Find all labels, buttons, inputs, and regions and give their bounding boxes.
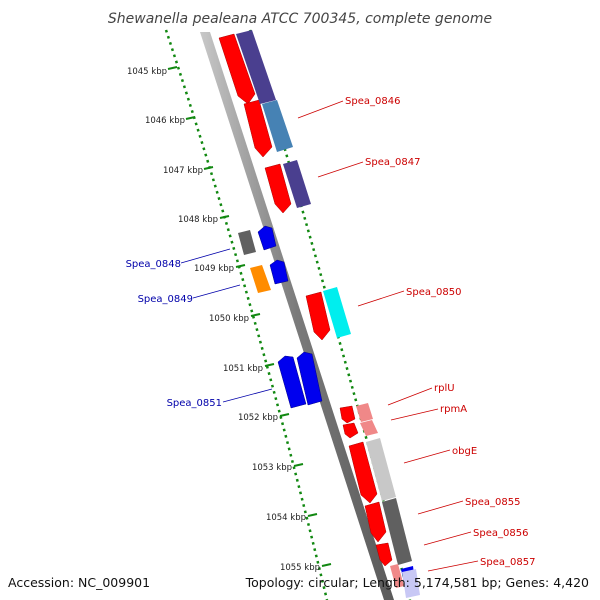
gene-label-spea-0850: Spea_0850 xyxy=(406,287,461,298)
topology-text: Topology: circular; Length: 5,174,581 bp… xyxy=(245,575,589,590)
gene-label-spea-0847: Spea_0847 xyxy=(365,157,420,168)
tick-label: 1053 kbp xyxy=(252,463,292,473)
tick-label: 1050 kbp xyxy=(209,314,249,324)
accession-text: Accession: NC_009901 xyxy=(8,575,150,590)
tick-label: 1045 kbp xyxy=(127,67,167,77)
tick-label: 1051 kbp xyxy=(223,364,263,374)
gene-label-rpma: rpmA xyxy=(440,404,467,415)
tick-label: 1047 kbp xyxy=(163,166,203,176)
gene-label-spea-0857: Spea_0857 xyxy=(480,557,535,568)
sequence-backbone xyxy=(200,32,394,600)
tick-label: 1052 kbp xyxy=(238,413,278,423)
gene-label-spea-0846: Spea_0846 xyxy=(345,96,400,107)
forward-cds-track xyxy=(218,33,393,567)
tick-label: 1055 kbp xyxy=(280,563,320,573)
tick-label: 1049 kbp xyxy=(194,264,234,274)
tick-marks xyxy=(167,66,332,567)
tick-label: 1046 kbp xyxy=(145,116,185,126)
gene-label-spea-0848: Spea_0848 xyxy=(126,259,181,270)
reverse-cog-track xyxy=(238,230,420,598)
forward-cog-track xyxy=(236,30,412,588)
gene-label-spea-0856: Spea_0856 xyxy=(473,528,528,539)
gene-label-spea-0855: Spea_0855 xyxy=(465,497,520,508)
gene-label-rplu: rplU xyxy=(434,383,455,394)
gc-content-track xyxy=(164,29,329,600)
tick-label: 1054 kbp xyxy=(266,513,306,523)
gene-label-spea-0849: Spea_0849 xyxy=(138,294,193,305)
map-title: Shewanella pealeana ATCC 700345, complet… xyxy=(108,11,492,27)
tick-label: 1048 kbp xyxy=(178,215,218,225)
gene-label-obge: obgE xyxy=(452,446,477,457)
gene-label-spea-0851: Spea_0851 xyxy=(167,398,222,409)
